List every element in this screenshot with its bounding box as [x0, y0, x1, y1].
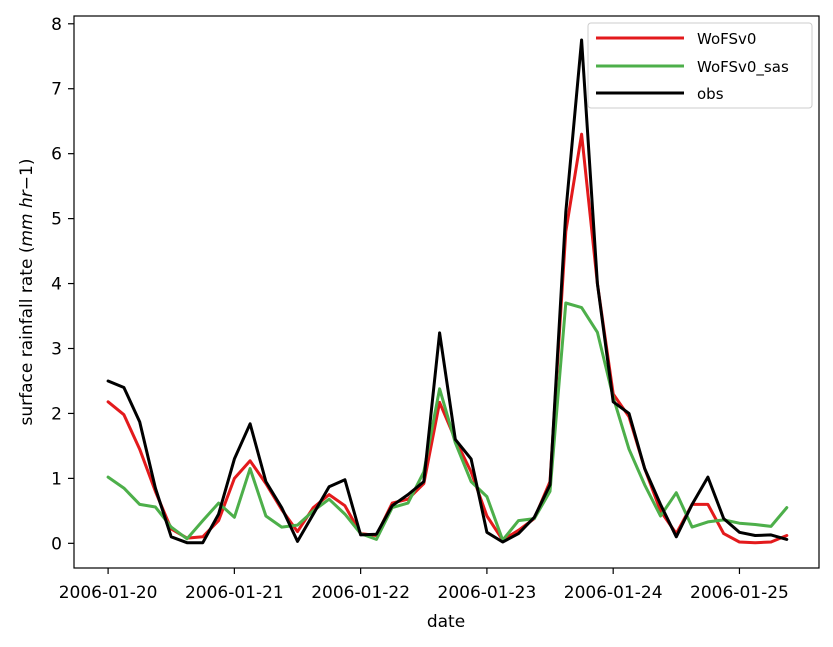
x-tick-label: 2006-01-22 — [311, 583, 410, 603]
y-axis-label-exponent: −1 — [17, 165, 37, 190]
y-tick-label: 8 — [51, 15, 62, 35]
x-axis-label: date — [427, 612, 465, 632]
legend-box — [587, 22, 813, 109]
y-tick-label: 0 — [51, 534, 62, 554]
x-tick-label: 2006-01-24 — [564, 583, 663, 603]
x-tick-label: 2006-01-20 — [59, 583, 158, 603]
y-tick-label: 7 — [51, 80, 62, 100]
legend-label-wofsv0-sas: WoFSv0_sas — [697, 58, 789, 77]
y-tick-label: 5 — [51, 210, 62, 230]
plot-frame — [73, 15, 820, 569]
legend-label-obs: obs — [697, 85, 724, 103]
series-line-obs — [106, 38, 789, 545]
y-axis: 0 1 2 3 4 5 6 7 8 — [51, 15, 74, 554]
y-axis-label-suffix: ) — [17, 159, 37, 166]
y-tick-label: 6 — [51, 145, 62, 165]
y-tick-label: 3 — [51, 339, 62, 359]
y-axis-label-unit-mm: mm — [17, 213, 37, 246]
y-tick-label: 2 — [51, 404, 62, 424]
y-tick-label: 4 — [51, 275, 62, 295]
legend-label-wofsv0: WoFSv0 — [697, 30, 756, 48]
legend: WoFSv0 WoFSv0_sas obs — [587, 22, 813, 109]
x-tick-label: 2006-01-25 — [690, 583, 789, 603]
x-tick-label: 2006-01-21 — [185, 583, 284, 603]
y-tick-label: 1 — [51, 469, 62, 489]
y-axis-label-unit-hr: hr — [17, 189, 37, 208]
y-axis-label-prefix: surface rainfall rate ( — [17, 247, 37, 426]
x-tick-label: 2006-01-23 — [438, 583, 537, 603]
series-layer — [106, 38, 789, 545]
y-axis-label: surface rainfall rate (mm hr−1) — [17, 159, 37, 426]
x-axis: 2006-01-20 2006-01-21 2006-01-22 2006-01-23… — [59, 568, 789, 603]
